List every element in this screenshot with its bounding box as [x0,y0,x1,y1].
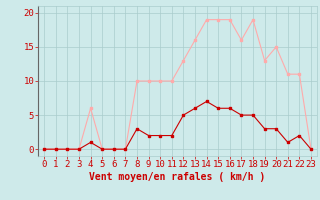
X-axis label: Vent moyen/en rafales ( km/h ): Vent moyen/en rafales ( km/h ) [90,172,266,182]
